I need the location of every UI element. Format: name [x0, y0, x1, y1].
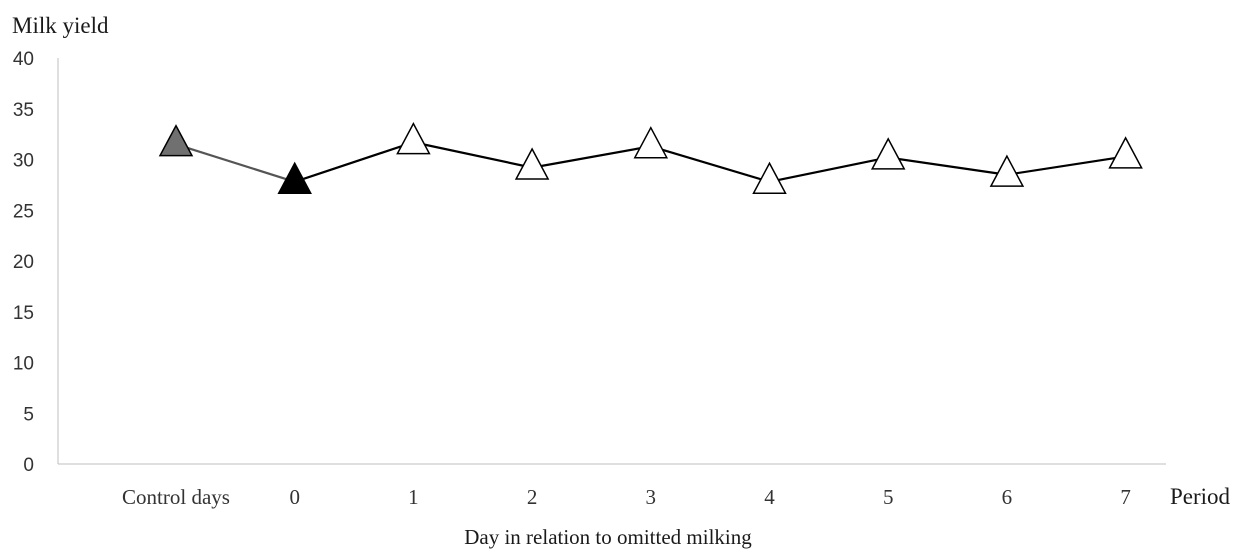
series-segment — [531, 145, 651, 169]
x-tick-label: 1 — [408, 485, 419, 509]
x-tick-label: Control days — [122, 485, 230, 509]
series-markers — [158, 122, 1143, 194]
data-point-triangle — [514, 147, 550, 180]
y-tick-label: 20 — [13, 252, 34, 273]
y-tick-label: 0 — [23, 455, 34, 476]
y-axis: 0 5 10 15 20 25 30 35 40 — [13, 49, 59, 476]
x-axis: Control days 0 1 2 3 4 5 6 7 — [58, 463, 1166, 509]
y-tick-label: 35 — [13, 100, 34, 121]
series-segment — [769, 156, 889, 183]
y-axis-title: Milk yield — [12, 13, 109, 38]
series-segment — [413, 141, 533, 169]
series-line — [175, 141, 1126, 183]
x-tick-label: 0 — [289, 485, 300, 509]
x-tick-label: 5 — [883, 485, 894, 509]
y-tick-label: 5 — [23, 404, 34, 425]
data-point-triangle — [158, 124, 194, 157]
data-point-triangle — [752, 161, 787, 194]
series-segment — [650, 145, 770, 183]
y-tick-label: 30 — [13, 151, 34, 172]
y-tick-label: 25 — [13, 201, 34, 222]
x-tick-label: 6 — [1002, 485, 1013, 509]
data-point-triangle — [1108, 136, 1143, 169]
data-point-triangle — [277, 161, 312, 194]
x-axis-title: Day in relation to omitted milking — [464, 525, 752, 549]
data-point-triangle — [396, 122, 431, 155]
x-tick-label: 2 — [527, 485, 538, 509]
x-tick-label: 7 — [1120, 485, 1131, 509]
x-tick-label: 3 — [646, 485, 657, 509]
y-tick-label: 40 — [13, 49, 34, 70]
series-segment — [888, 156, 1008, 176]
data-point-triangle — [633, 126, 669, 159]
y-tick-label: 15 — [13, 303, 34, 324]
series-segment — [294, 141, 414, 183]
data-point-triangle — [870, 137, 906, 170]
series-segment — [175, 143, 296, 183]
x-tick-label: 4 — [764, 485, 775, 509]
series-segment — [1006, 155, 1126, 176]
y-tick-label: 10 — [13, 354, 34, 375]
x-axis-end-label: Period — [1170, 484, 1231, 509]
data-point-triangle — [989, 154, 1025, 187]
